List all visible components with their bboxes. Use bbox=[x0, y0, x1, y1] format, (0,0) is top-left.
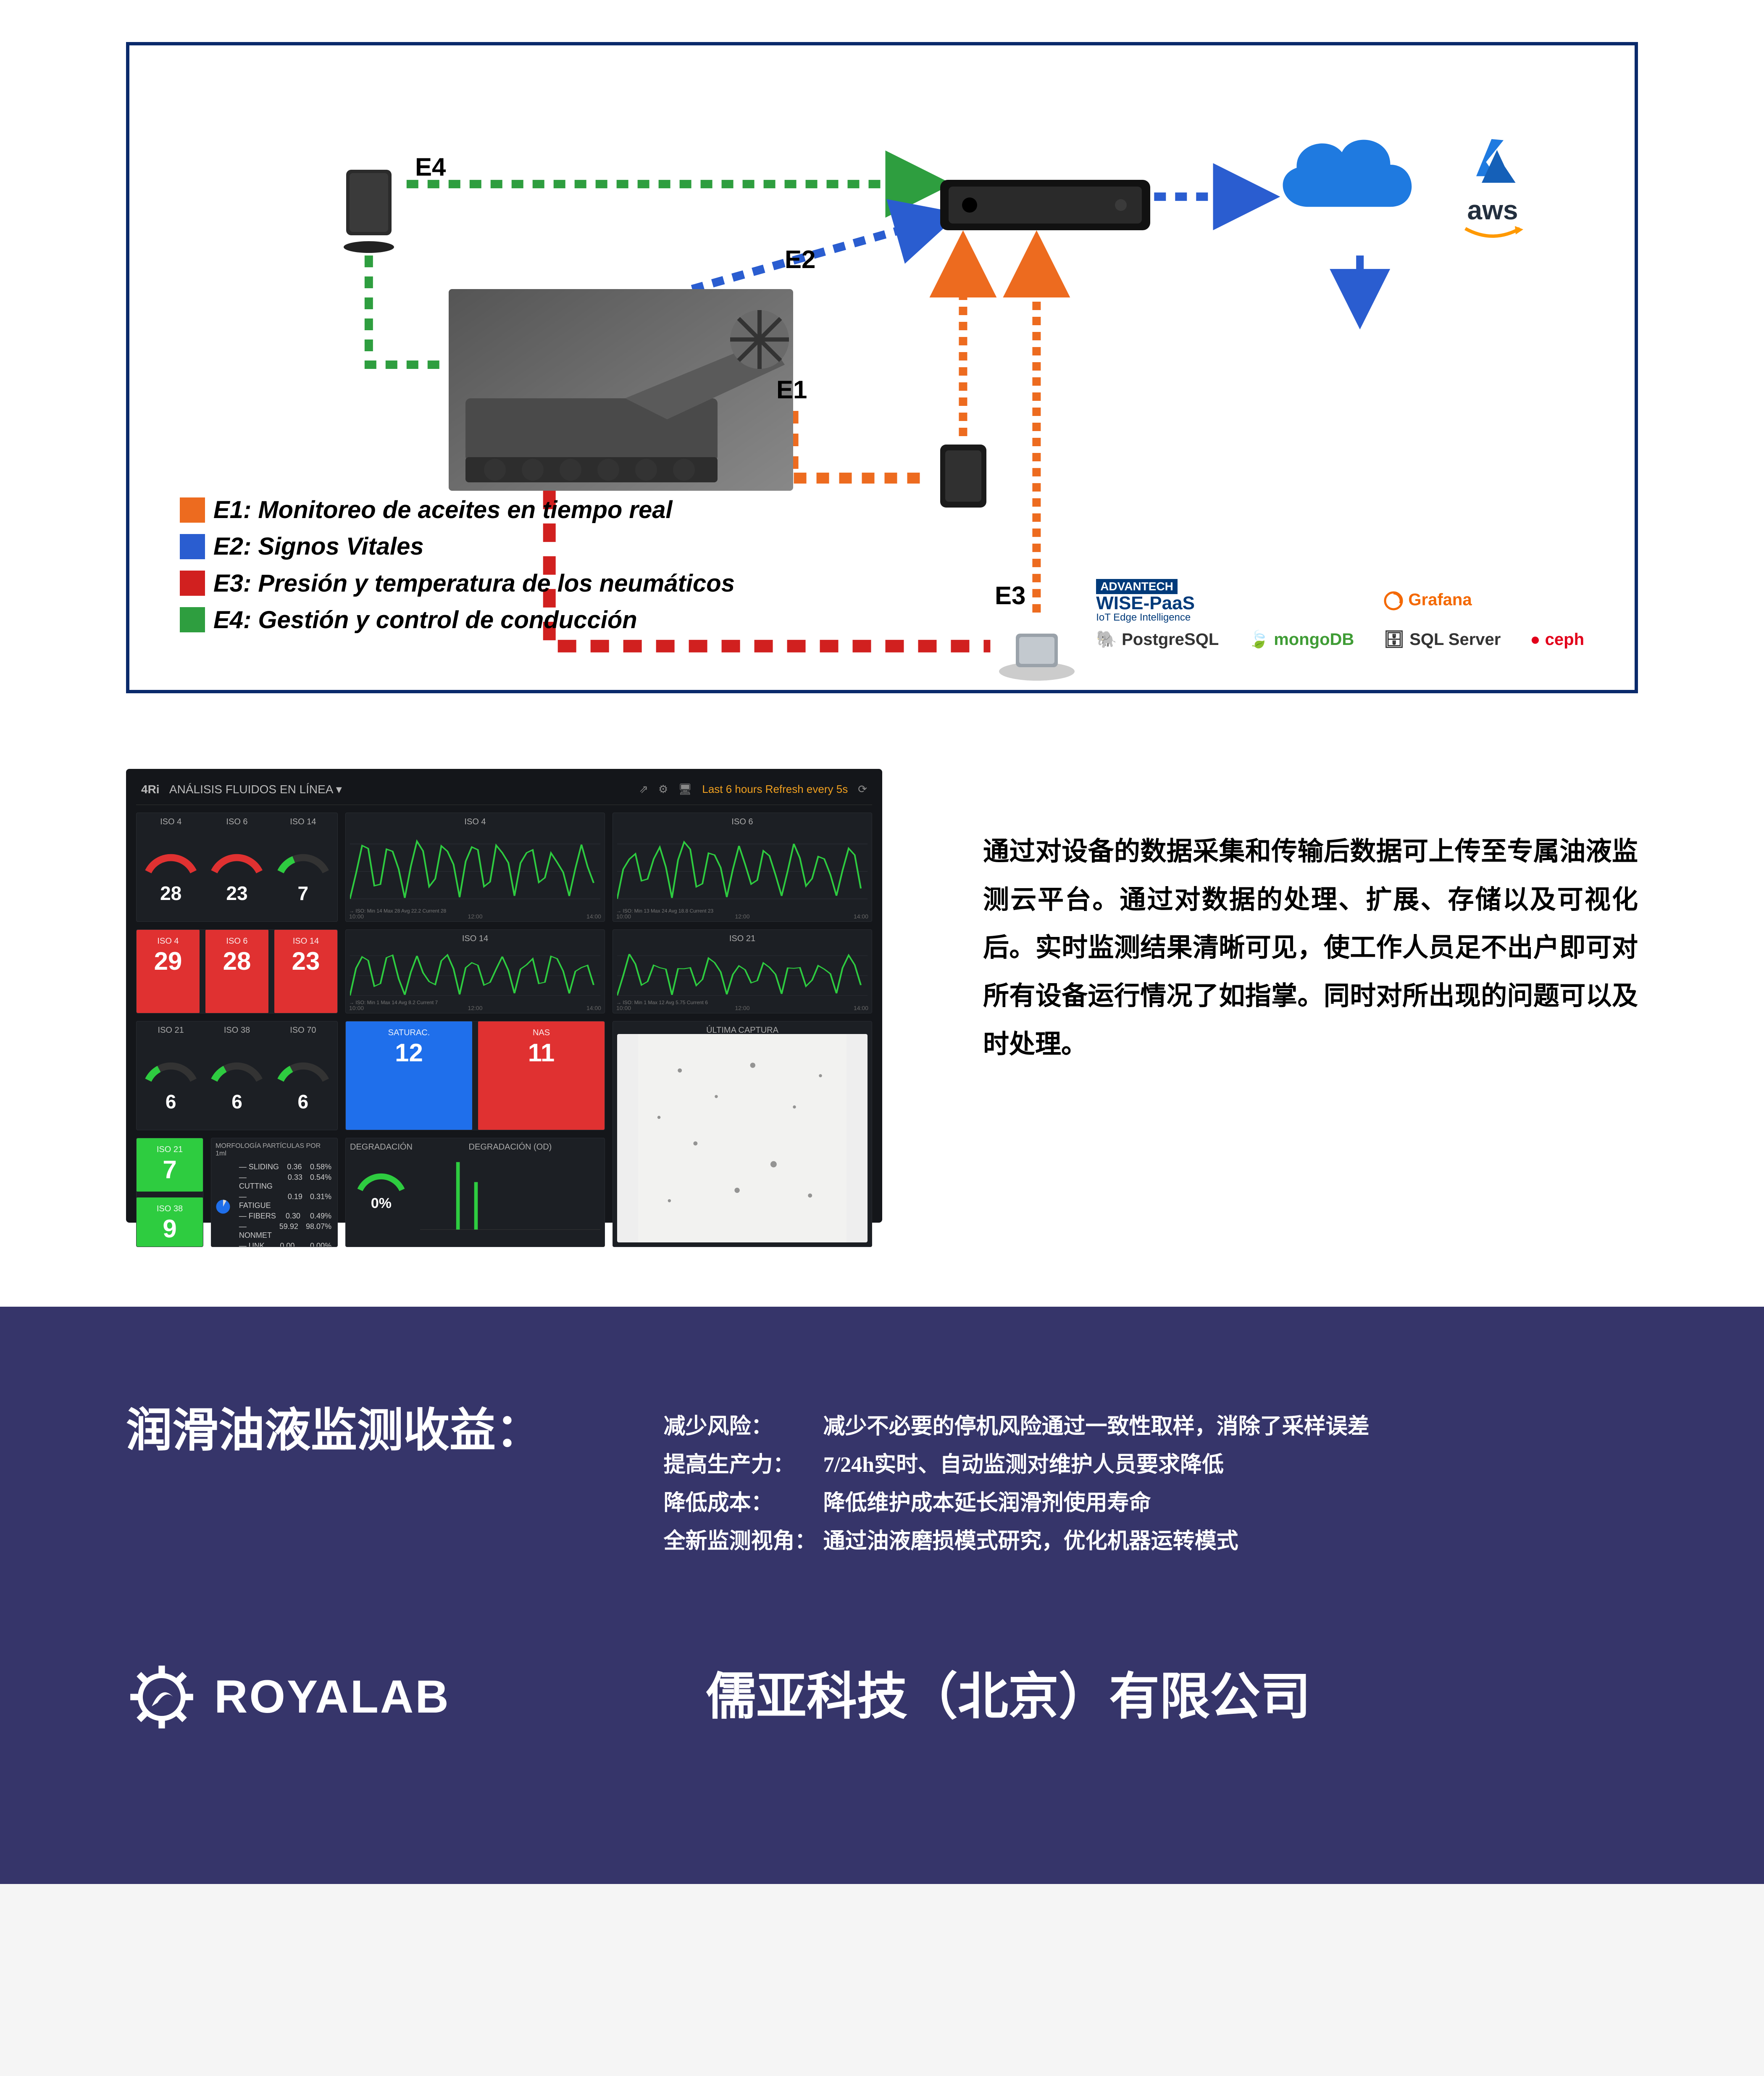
royalab-logo: ROYALAB bbox=[126, 1661, 450, 1733]
morphology-pie bbox=[216, 1184, 231, 1230]
dashboard-title: ANÁLISIS FLUIDOS EN LÍNEA bbox=[169, 783, 333, 796]
dashboard-toolbar: ⇗ ⚙ 🖥 Last 6 hours Refresh every 5s ⟳ bbox=[639, 783, 867, 796]
gauge-iso4: ISO 4 28 bbox=[141, 817, 201, 903]
label-e1: E1 bbox=[776, 377, 807, 403]
logo-mongo: 🍃 mongoDB bbox=[1248, 631, 1354, 648]
gauge-iso6: ISO 6 23 bbox=[207, 817, 267, 903]
node-edge-gateway bbox=[936, 163, 1154, 247]
logo-grafana: Grafana bbox=[1383, 591, 1501, 611]
footer-section: 润滑油液监测收益： 减少风险：减少不必要的停机风险通过一致性取样，消除了采样误差… bbox=[0, 1307, 1764, 1884]
gauge-iso14: ISO 14 7 bbox=[273, 817, 333, 903]
legend-item-e3: E3: Presión y temperatura de los neumáti… bbox=[180, 566, 735, 600]
settings-icon[interactable]: ⚙ bbox=[658, 783, 668, 796]
tile-iso4: ISO 429 bbox=[137, 930, 200, 1013]
panel-line-iso4: ISO 4 10:0012:0014:00 → ISO: Min 14 Max … bbox=[345, 813, 605, 922]
dashboard-brand: 4Ri bbox=[141, 783, 160, 796]
node-sensor-e1 bbox=[928, 436, 999, 516]
share-icon[interactable]: ⇗ bbox=[639, 783, 648, 796]
footer-title: 润滑油液监测收益： bbox=[126, 1408, 613, 1454]
label-e2: E2 bbox=[785, 247, 815, 272]
panel-nas-tiles: SATURAC.12 NAS11 bbox=[345, 1021, 605, 1130]
benefit-row: 全新监测视角：通过油液磨损模式研究，优化机器运转模式 bbox=[664, 1522, 1638, 1560]
tile-nas: NAS11 bbox=[478, 1021, 605, 1130]
node-cloud bbox=[1264, 121, 1423, 230]
panel-line-iso14: ISO 14 10:0012:0014:00 → ISO: Min 1 Max … bbox=[345, 929, 605, 1013]
panel-line-iso21: ISO 21 10:0012:0014:00 → ISO: Min 1 Max … bbox=[613, 929, 872, 1013]
architecture-diagram-section: E4 E2 E1 bbox=[0, 0, 1764, 718]
diagram-legend: E1: Monitoreo de aceites en tiempo real … bbox=[180, 490, 735, 639]
gauge-iso21: ISO 21 6 bbox=[141, 1026, 201, 1111]
logo-postgres: 🐘 PostgreSQL bbox=[1096, 631, 1219, 648]
gauge-iso38: ISO 38 6 bbox=[207, 1026, 267, 1111]
panel-tiles-2: ISO 217 ISO 389 ISO 706 bbox=[136, 1138, 203, 1247]
tile-iso14: ISO 1423 bbox=[274, 930, 337, 1013]
panel-gauges-1: ISO 4 28 ISO 6 23 ISO 14 7 bbox=[136, 813, 338, 922]
benefit-row: 降低成本：降低维护成本延长润滑剂使用寿命 bbox=[664, 1484, 1638, 1522]
panel-capture: ÚLTIMA CAPTURA bbox=[613, 1021, 872, 1247]
node-mining-machine bbox=[449, 289, 793, 491]
gear-icon bbox=[126, 1661, 197, 1733]
panel-line-iso6: ISO 6 10:0012:0014:00 → ISO: Min 13 Max … bbox=[613, 813, 872, 922]
logo-azure-icon bbox=[1465, 134, 1520, 188]
company-name: 儒亚科技（北京）有限公司 bbox=[706, 1672, 1311, 1722]
node-e4-pc bbox=[331, 163, 407, 255]
legend-item-e1: E1: Monitoreo de aceites en tiempo real bbox=[180, 493, 735, 527]
panel-tiles-1: ISO 429 ISO 628 ISO 1423 bbox=[136, 929, 338, 1013]
benefits-table: 减少风险：减少不必要的停机风险通过一致性取样，消除了采样误差提高生产力：7/24… bbox=[664, 1408, 1638, 1560]
tile-iso38: ISO 389 bbox=[137, 1197, 203, 1247]
logo-aws: aws bbox=[1461, 197, 1524, 245]
legend-item-e2: E2: Signos Vitales bbox=[180, 529, 735, 563]
refresh-icon[interactable]: ⟳ bbox=[858, 783, 867, 796]
benefit-row: 减少风险：减少不必要的停机风险通过一致性取样，消除了采样误差 bbox=[664, 1408, 1638, 1446]
monitor-icon[interactable]: 🖥 bbox=[678, 783, 692, 796]
tech-stack-logos: ADVANTECH WISE-PaaSIoT Edge Intelligence… bbox=[1096, 579, 1584, 648]
label-e3: E3 bbox=[995, 583, 1025, 608]
logo-wise-paas: ADVANTECH WISE-PaaSIoT Edge Intelligence bbox=[1096, 579, 1219, 623]
panel-morphology: MORFOLOGÍA PARTÍCULAS POR 1ml — SLIDING0… bbox=[211, 1138, 338, 1247]
tile-iso6: ISO 628 bbox=[205, 930, 268, 1013]
node-sensor-e3 bbox=[995, 617, 1079, 684]
grafana-dashboard: 4Ri ANÁLISIS FLUIDOS EN LÍNEA ▾ ⇗ ⚙ 🖥 La… bbox=[126, 769, 882, 1223]
logo-ceph: ● ceph bbox=[1530, 631, 1584, 648]
time-range[interactable]: Last 6 hours Refresh every 5s bbox=[702, 783, 848, 796]
panel-degradation: DEGRADACIÓN 0% DEGRADACIÓN (OD) bbox=[345, 1138, 605, 1247]
description-paragraph: 通过对设备的数据采集和传输后数据可上传至专属油液监测云平台。通过对数据的处理、扩… bbox=[983, 769, 1638, 1068]
logo-sqlserver: 🗄 SQL Server bbox=[1383, 631, 1501, 648]
benefit-row: 提高生产力：7/24h实时、自动监测对维护人员要求降低 bbox=[664, 1446, 1638, 1484]
tile-saturac: SATURAC.12 bbox=[346, 1021, 472, 1130]
microscope-image bbox=[617, 1034, 868, 1242]
label-e4: E4 bbox=[415, 155, 446, 180]
architecture-diagram: E4 E2 E1 bbox=[126, 42, 1638, 693]
legend-item-e4: E4: Gestión y control de conducción bbox=[180, 603, 735, 637]
tile-iso21: ISO 217 bbox=[137, 1138, 203, 1192]
panel-gauges-2: ISO 21 6 ISO 38 6 ISO 70 6 bbox=[136, 1021, 338, 1130]
gauge-iso70: ISO 70 6 bbox=[273, 1026, 333, 1111]
